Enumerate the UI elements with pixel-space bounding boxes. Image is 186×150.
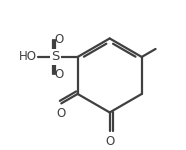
Text: HO: HO — [19, 50, 37, 63]
Text: O: O — [55, 68, 64, 81]
Text: S: S — [51, 50, 59, 63]
Text: O: O — [105, 135, 114, 148]
Text: O: O — [55, 33, 64, 46]
Text: O: O — [57, 107, 66, 120]
